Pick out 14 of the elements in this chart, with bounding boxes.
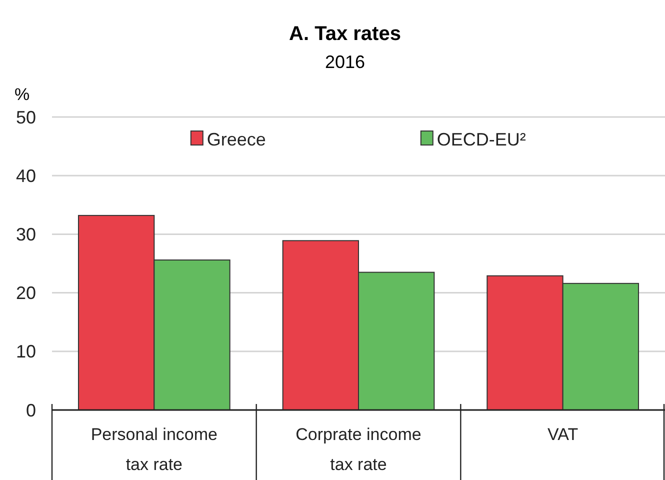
x-tick-label: Corprate income tax rate: [296, 425, 422, 474]
legend-label: Greece: [206, 129, 266, 150]
y-axis-title: %: [14, 85, 30, 104]
x-tick-label: VAT: [548, 425, 578, 444]
x-tick-label: Personal income tax rate: [90, 425, 218, 474]
chart-subtitle: 2016: [324, 52, 366, 72]
chart-title: A. Tax rates: [289, 23, 401, 45]
y-tick-label: 0: [26, 400, 36, 420]
y-tick-label: 40: [16, 166, 36, 186]
y-tick-label: 20: [16, 283, 36, 304]
y-tick-label: 50: [16, 107, 36, 128]
legend-label: OECD-EU²: [436, 129, 526, 150]
y-tick-label: 30: [16, 224, 36, 244]
y-tick-label: 10: [16, 342, 36, 362]
